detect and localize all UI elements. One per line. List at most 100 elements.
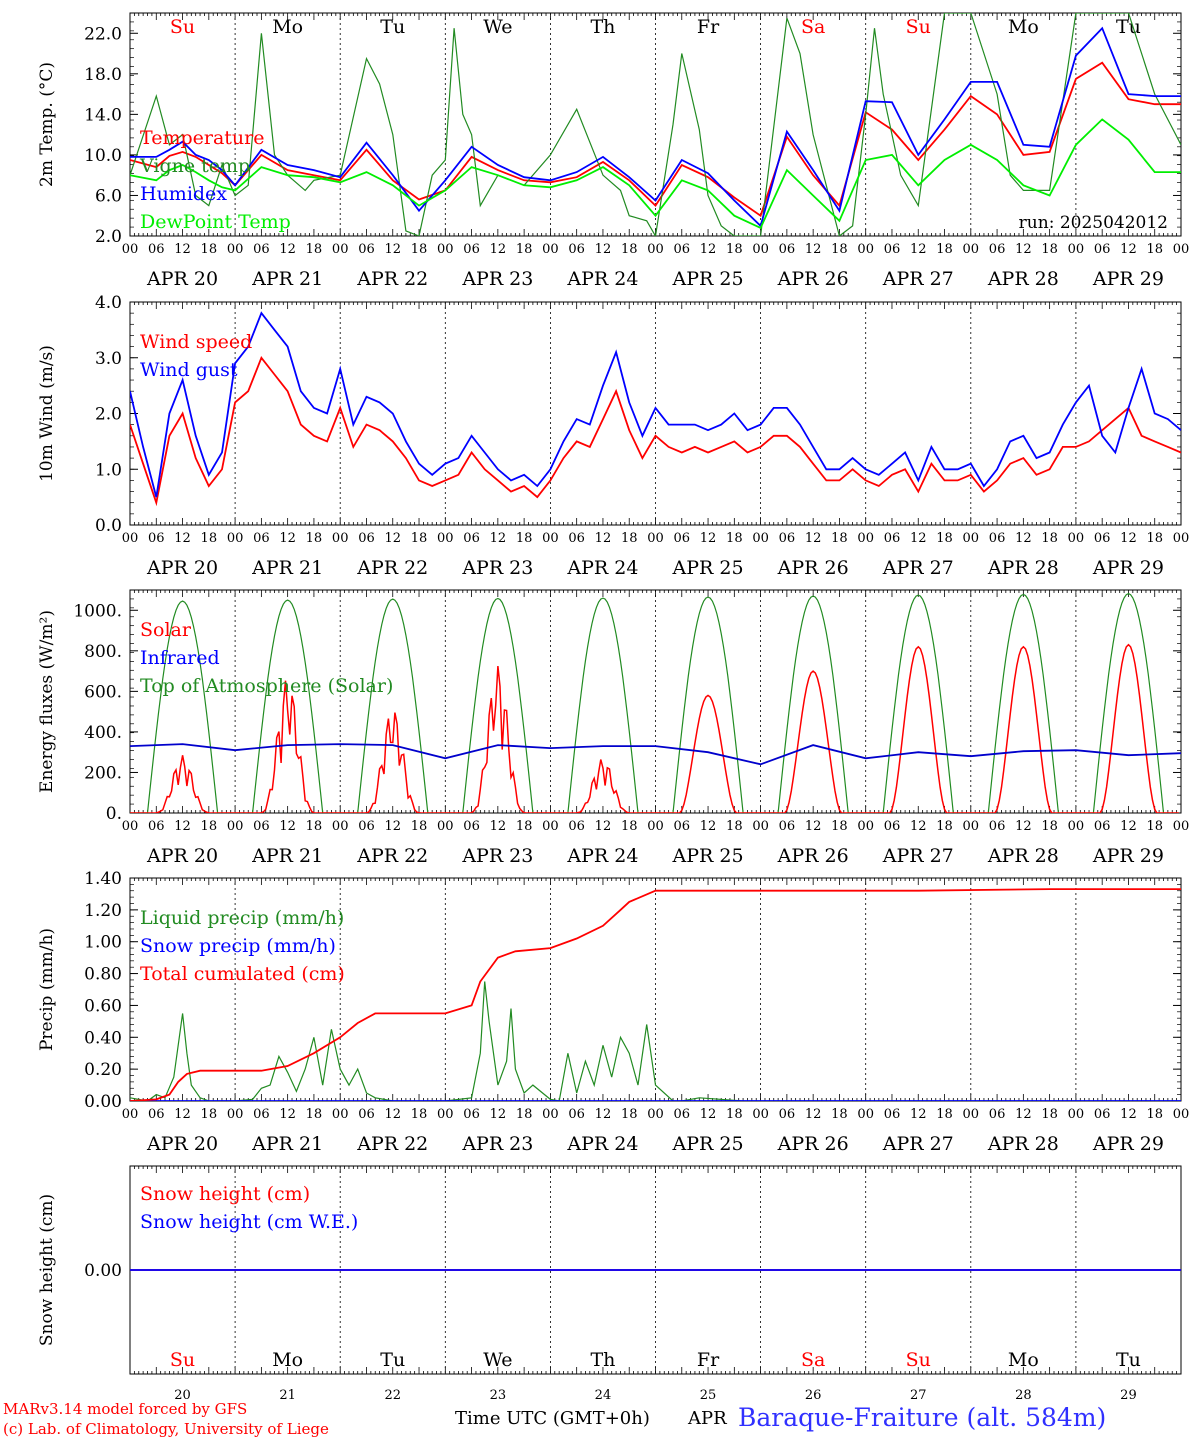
hour-label: 12	[595, 1107, 612, 1122]
date-label: APR 23	[461, 1133, 533, 1155]
day-number-label: 26	[805, 1388, 822, 1403]
hour-label: 12	[1120, 242, 1137, 257]
hour-label: 00	[647, 242, 664, 257]
y-tick-label: 0.00	[84, 1261, 122, 1281]
y-tick-label: 0.0	[95, 516, 122, 536]
hour-label: 12	[174, 819, 191, 834]
panel-5: 0.00 Snow height (cm) Su Mo Tu We Th Fr Sa Su Mo Tu…	[37, 1165, 1182, 1403]
y-tick-label: 2.0	[95, 405, 122, 425]
y-tick-label: 18.0	[84, 65, 122, 85]
y-tick-label: 800.	[84, 642, 122, 662]
hour-label: 12	[279, 819, 296, 834]
hour-label: 12	[805, 531, 822, 546]
date-label: APR 27	[882, 268, 954, 290]
credit-line-1: MARv3.14 model forced by GFS	[3, 1400, 247, 1418]
hour-label: 18	[1041, 531, 1058, 546]
date-label: APR 28	[987, 268, 1059, 290]
hour-label: 06	[358, 242, 375, 257]
hour-label: 00	[1068, 819, 1085, 834]
hour-label: 06	[358, 1107, 375, 1122]
hour-label: 00	[647, 819, 664, 834]
hour-label: 12	[174, 531, 191, 546]
hour-label: 06	[568, 1107, 585, 1122]
y-tick-label: 200.	[84, 763, 122, 783]
hour-label: 00	[437, 819, 454, 834]
day-number-label: 20	[174, 1388, 191, 1403]
y-axis-label: Energy fluxes (W/m²)	[37, 610, 57, 793]
legend-entry: Snow precip (mm/h)	[140, 935, 336, 957]
weekday-label: Th	[590, 16, 615, 38]
y-tick-label: 0.80	[84, 965, 122, 985]
hour-label: 12	[490, 819, 507, 834]
hour-label: 12	[910, 531, 927, 546]
hour-label: 06	[779, 1107, 796, 1122]
hour-label: 00	[227, 1107, 244, 1122]
hour-label: 06	[884, 819, 901, 834]
hour-label: 06	[779, 531, 796, 546]
date-label: APR 23	[461, 557, 533, 579]
hour-label: 06	[148, 531, 165, 546]
date-label: APR 28	[987, 557, 1059, 579]
series-liquid-precip-mm-h-	[130, 981, 1181, 1101]
hour-label: 18	[936, 1107, 953, 1122]
weekday-label: Su	[170, 16, 195, 38]
y-axis-label: 10m Wind (m/s)	[37, 345, 57, 482]
panel-3: 0. 200. 400. 600. 800. 1000. Energy fluxes (W/…	[37, 589, 1189, 867]
date-label: APR 22	[356, 268, 428, 290]
y-tick-label: 1.0	[95, 460, 122, 480]
hour-label: 18	[516, 819, 533, 834]
date-label: APR 21	[251, 1133, 323, 1155]
weekday-label: Fr	[697, 1349, 720, 1371]
hour-label: 06	[674, 531, 691, 546]
hour-label: 18	[726, 819, 743, 834]
panel-2: 0.0 1.0 2.0 3.0 4.0 10m Wind (m/s) 00 06 12 18 APR…	[37, 293, 1189, 579]
series-top-of-atmosphere-solar	[130, 592, 1179, 813]
date-label: APR 20	[146, 1133, 218, 1155]
y-tick-label: 0.	[106, 804, 122, 824]
hour-label: 18	[306, 242, 323, 257]
date-label: APR 26	[777, 557, 849, 579]
hour-label: 12	[1015, 1107, 1032, 1122]
hour-label: 06	[1094, 242, 1111, 257]
legend-entry: Snow height (cm)	[140, 1183, 310, 1205]
hour-label: 06	[884, 242, 901, 257]
date-label: APR 29	[1092, 845, 1164, 867]
hour-label: 06	[779, 819, 796, 834]
hour-label: 00	[752, 819, 769, 834]
hour-label: 18	[831, 819, 848, 834]
hour-label: 18	[831, 531, 848, 546]
hour-label: 06	[674, 819, 691, 834]
hour-label: 18	[306, 1107, 323, 1122]
hour-label: 00	[542, 1107, 559, 1122]
day-number-label: 21	[279, 1388, 296, 1403]
hour-label: 18	[936, 531, 953, 546]
hour-label: 06	[989, 242, 1006, 257]
legend-entry: Top of Atmosphere (Solar)	[140, 675, 393, 697]
hour-label: 18	[1041, 819, 1058, 834]
hour-label: 00	[542, 531, 559, 546]
hour-label: 00	[437, 242, 454, 257]
date-label: APR 25	[672, 557, 744, 579]
hour-label: 00	[752, 531, 769, 546]
hour-label: 06	[253, 819, 270, 834]
hour-label: 18	[201, 1107, 218, 1122]
y-tick-label: 1.20	[84, 901, 122, 921]
hour-label: 12	[174, 242, 191, 257]
y-tick-label: 1.00	[84, 933, 122, 953]
date-label: APR 23	[461, 845, 533, 867]
hour-label: 18	[621, 819, 638, 834]
weekday-label: Sa	[801, 16, 825, 38]
hour-label: 06	[463, 242, 480, 257]
hour-label: 18	[201, 242, 218, 257]
hour-label: 18	[936, 242, 953, 257]
series-vigne-temp	[130, 13, 1181, 236]
y-tick-label: 0.00	[84, 1092, 122, 1112]
series-solar	[130, 643, 1179, 813]
date-label: APR 23	[461, 268, 533, 290]
y-tick-label: 0.40	[84, 1028, 122, 1048]
hour-label: 00	[542, 242, 559, 257]
date-label: APR 27	[882, 1133, 954, 1155]
hour-label: 18	[726, 531, 743, 546]
y-tick-label: 2.0	[95, 227, 122, 247]
